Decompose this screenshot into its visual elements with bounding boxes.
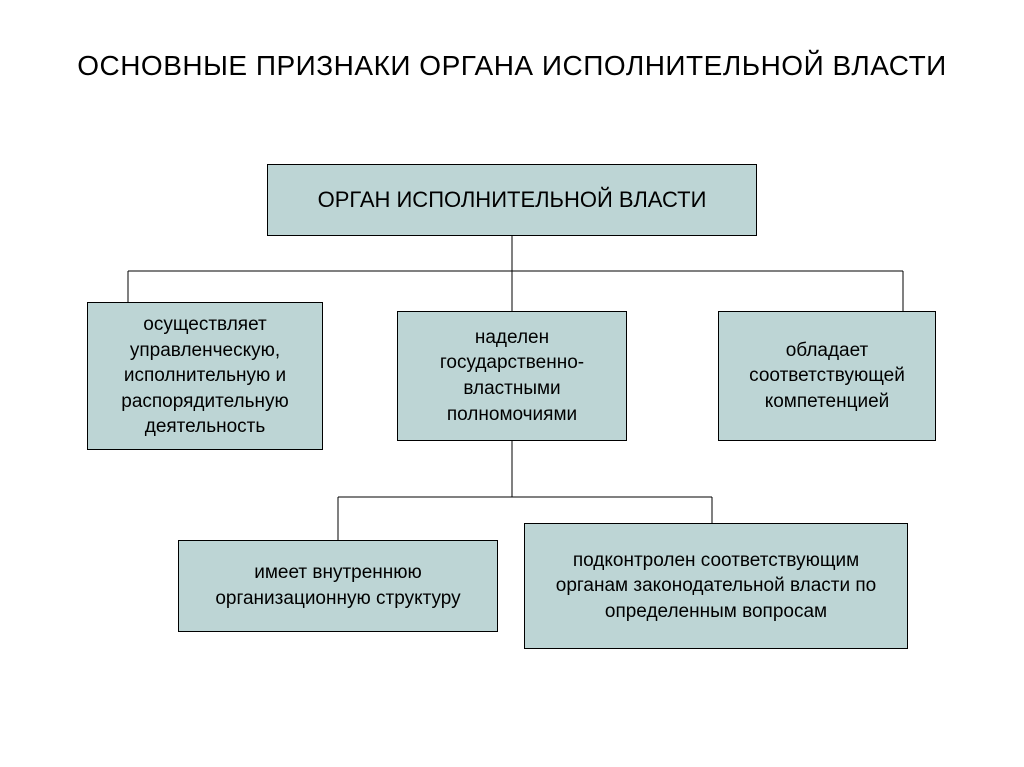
child-node-1: осуществляет управленческую, исполнитель… bbox=[87, 302, 323, 450]
child-node-4: имеет внутреннюю организационную структу… bbox=[178, 540, 498, 632]
diagram-title: ОСНОВНЫЕ ПРИЗНАКИ ОРГАНА ИСПОЛНИТЕЛЬНОЙ … bbox=[0, 0, 1024, 84]
child-label: подконтролен соответствующим органам зак… bbox=[537, 548, 895, 625]
child-label: имеет внутреннюю организационную структу… bbox=[191, 560, 485, 611]
root-node: ОРГАН ИСПОЛНИТЕЛЬНОЙ ВЛАСТИ bbox=[267, 164, 757, 236]
root-label: ОРГАН ИСПОЛНИТЕЛЬНОЙ ВЛАСТИ bbox=[318, 187, 707, 213]
child-label: обладает соответствующей компетенцией bbox=[731, 338, 923, 415]
child-label: осуществляет управленческую, исполнитель… bbox=[100, 312, 310, 440]
child-node-2: наделен государственно-властными полномо… bbox=[397, 311, 627, 441]
child-node-3: обладает соответствующей компетенцией bbox=[718, 311, 936, 441]
child-label: наделен государственно-властными полномо… bbox=[410, 325, 614, 428]
child-node-5: подконтролен соответствующим органам зак… bbox=[524, 523, 908, 649]
